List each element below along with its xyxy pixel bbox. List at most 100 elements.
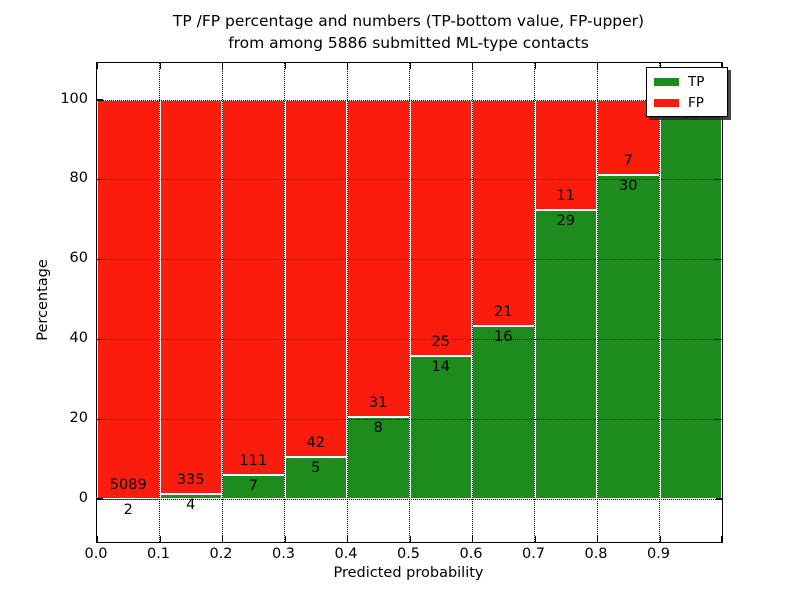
x-tick-label: 0.1	[146, 546, 171, 562]
bar-labels-layer: 5089233541117425318251421161129730198	[97, 63, 722, 542]
bar-count-tp: 4	[186, 497, 196, 514]
legend-item: FP	[654, 94, 720, 112]
bar-segment-tp	[347, 417, 410, 499]
x-tick-mark	[222, 536, 224, 542]
bar-count-fp: 111	[239, 453, 268, 470]
vertical-gridline	[221, 63, 223, 542]
y-tick-label: 80	[69, 170, 88, 187]
vertical-gridline	[659, 63, 660, 542]
plot-area: 5089233541117425318251421161129730198 TP…	[96, 62, 728, 543]
bar-segment-tp	[284, 456, 347, 499]
legend-item-label: TP	[688, 74, 705, 90]
x-tick-mark	[659, 536, 661, 542]
x-tick-mark	[97, 536, 99, 542]
x-tick-label: 0.8	[584, 546, 608, 562]
horizontal-gridline	[97, 259, 722, 261]
horizontal-gridline	[97, 418, 722, 420]
y-tick-mark	[716, 338, 722, 341]
chart-title-line1: TP /FP percentage and numbers (TP-bottom…	[172, 12, 645, 30]
x-tick-label: 0.5	[396, 546, 421, 562]
y-tick-label: 100	[60, 90, 88, 107]
bar-segment-tp	[409, 355, 472, 499]
bar-count-fp: 5089	[109, 476, 147, 493]
x-tick-label: 0.7	[521, 546, 546, 562]
grid-layer	[97, 63, 722, 542]
x-tick-mark	[159, 536, 161, 542]
x-tick-mark	[720, 536, 722, 542]
y-tick-mark	[97, 418, 103, 420]
x-tick-mark	[472, 536, 474, 542]
x-tick-label: 0.4	[334, 546, 358, 562]
vertical-gridline	[471, 63, 473, 542]
vertical-gridline	[596, 63, 598, 542]
x-tick-mark	[659, 63, 661, 69]
x-tick-mark	[472, 63, 474, 69]
x-tick-mark	[534, 536, 536, 542]
y-tick-label: 40	[69, 329, 88, 346]
y-tick-label: 60	[69, 250, 88, 267]
y-axis-label: Percentage	[35, 259, 51, 341]
bar-count-tp: 7	[248, 478, 258, 495]
bar-count-fp: 21	[494, 304, 513, 321]
x-tick-label: 0.9	[646, 546, 671, 562]
horizontal-gridline	[97, 338, 722, 340]
y-tick-mark	[716, 418, 722, 420]
x-tick-mark	[159, 63, 161, 69]
vertical-gridline	[409, 63, 410, 542]
x-tick-label: 0.6	[459, 546, 483, 562]
bar-count-tp: 16	[494, 329, 513, 346]
x-tick-label: 0.3	[271, 546, 296, 562]
x-tick-label: 0.2	[209, 546, 233, 562]
chart-title: TP /FP percentage and numbers (TP-bottom…	[96, 11, 721, 54]
y-tick-mark	[716, 258, 722, 261]
y-tick-mark	[97, 179, 103, 181]
legend: TP FP	[646, 67, 728, 117]
x-tick-mark	[284, 536, 286, 542]
bar-count-fp: 11	[556, 187, 575, 204]
bar-segment-tp	[534, 209, 597, 499]
horizontal-gridline	[97, 498, 722, 500]
legend-item: TP	[654, 73, 720, 91]
bar-segment-fp	[159, 100, 222, 495]
x-tick-mark	[409, 536, 411, 542]
bar-segment-fp	[222, 100, 285, 476]
legend-item-label: FP	[688, 95, 704, 111]
vertical-gridline	[534, 63, 535, 542]
x-tick-mark	[347, 536, 349, 542]
x-tick-mark	[597, 536, 599, 542]
y-tick-mark	[716, 179, 722, 181]
x-tick-mark	[347, 63, 349, 69]
y-tick-mark	[97, 258, 103, 261]
x-tick-mark	[284, 63, 286, 69]
bar-segment-tp	[472, 326, 535, 499]
bar-count-fp: 31	[369, 395, 388, 412]
bar-count-tp: 2	[123, 501, 133, 518]
y-tick-mark	[97, 338, 103, 341]
bar-count-tp: 14	[431, 358, 450, 375]
fp-swatch-icon	[654, 99, 679, 107]
x-tick-mark	[720, 63, 722, 69]
horizontal-gridline	[97, 99, 722, 101]
x-tick-label: 0.0	[84, 546, 108, 562]
bar-count-tp: 29	[556, 212, 575, 229]
vertical-gridline	[159, 63, 160, 542]
y-tick-label: 0	[78, 489, 88, 506]
bar-segment-tp	[659, 104, 722, 499]
bar-count-fp: 7	[623, 153, 633, 170]
bars-layer	[97, 63, 722, 542]
x-tick-mark	[597, 63, 599, 69]
bar-segment-fp	[97, 100, 160, 499]
bar-count-fp: 335	[176, 472, 205, 489]
bar-count-tp: 30	[619, 178, 638, 195]
bar-count-tp: 8	[373, 420, 383, 437]
horizontal-gridline	[97, 179, 722, 181]
vertical-gridline	[346, 63, 348, 542]
y-tick-label: 20	[69, 409, 88, 426]
y-tick-mark	[716, 498, 722, 500]
y-tick-mark	[97, 498, 103, 500]
vertical-gridline	[284, 63, 285, 542]
tp-swatch-icon	[654, 78, 679, 86]
x-tick-mark	[97, 63, 99, 69]
chart-title-line2: from among 5886 submitted ML-type contac…	[228, 33, 589, 52]
